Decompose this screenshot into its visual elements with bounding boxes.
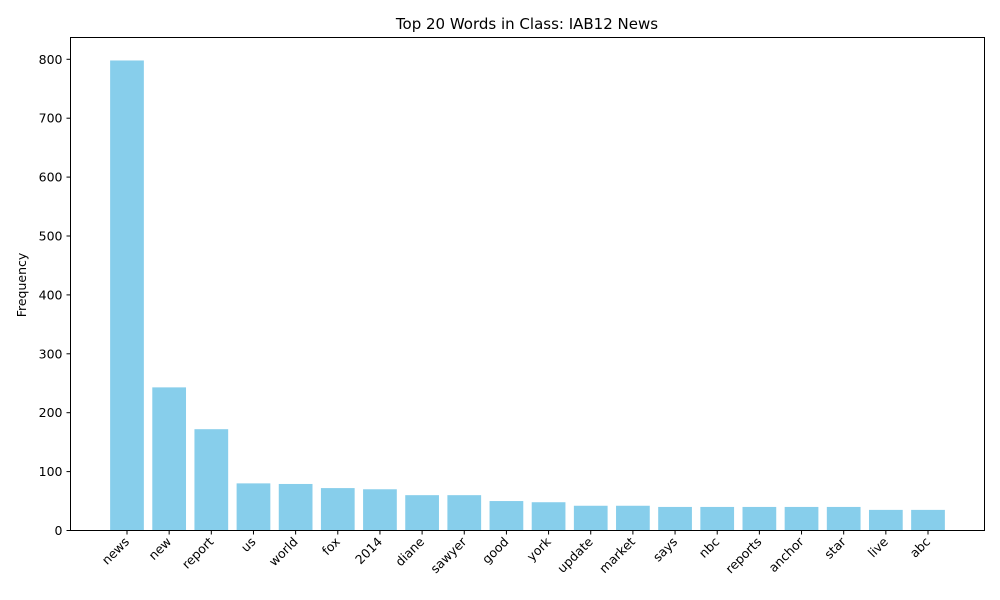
bar-diane (405, 495, 439, 531)
bar-sawyer (447, 495, 482, 531)
x-tick-label: live (865, 534, 891, 560)
x-tick-label: world (266, 534, 301, 569)
bar-market (616, 505, 650, 531)
y-tick-label: 700 (39, 111, 63, 126)
bars-group (110, 60, 945, 531)
x-tick-label: market (596, 534, 638, 576)
bar-says (658, 506, 692, 531)
x-axis: news new report us world fox 2014 diane sawyer go… (99, 530, 934, 576)
y-tick-label: 400 (39, 287, 63, 302)
x-tick-label: sawyer (427, 533, 470, 576)
bar-report (194, 429, 229, 531)
bar-good (489, 501, 524, 531)
x-tick-label: york (524, 533, 555, 564)
bar-fox (320, 488, 355, 531)
x-tick-label: update (554, 534, 596, 576)
chart-title: Top 20 Words in Class: IAB12 News (395, 15, 658, 33)
x-tick-label: report (179, 534, 217, 572)
bar-reports (742, 506, 777, 531)
y-axis-label: Frequency (14, 252, 29, 317)
bar-2014 (363, 489, 397, 531)
x-tick-label: nbc (696, 534, 723, 561)
x-tick-label: abc (907, 534, 934, 561)
bar-star (826, 506, 861, 531)
bar-news (110, 60, 144, 531)
bar-world (278, 483, 313, 531)
x-tick-label: us (238, 534, 259, 555)
y-tick-label: 500 (39, 228, 63, 243)
y-tick-label: 600 (39, 170, 63, 185)
bar-abc (911, 509, 945, 531)
x-tick-label: says (650, 534, 680, 564)
y-tick-label: 100 (39, 464, 63, 479)
x-tick-label: new (145, 534, 174, 563)
x-tick-label: reports (722, 534, 764, 576)
bar-update (573, 505, 608, 531)
bar-live (868, 509, 903, 531)
x-tick-label: star (821, 533, 849, 561)
bar-anchor (784, 506, 819, 531)
x-tick-label: good (479, 534, 512, 567)
y-tick-label: 200 (39, 405, 63, 420)
bar-nbc (700, 506, 735, 531)
x-tick-label: anchor (766, 533, 808, 575)
y-tick-label: 800 (39, 52, 63, 67)
y-axis: 0 100 200 300 400 500 600 700 800 (39, 52, 71, 538)
x-tick-label: diane (392, 534, 427, 569)
y-tick-label: 0 (55, 523, 63, 538)
x-tick-label: fox (319, 534, 343, 558)
x-tick-label: news (99, 534, 132, 567)
bar-us (236, 483, 271, 531)
plot-frame (70, 37, 985, 531)
y-tick-label: 300 (39, 346, 63, 361)
bar-new (152, 387, 187, 531)
x-tick-label: 2014 (352, 534, 385, 567)
bar-york (531, 502, 566, 531)
